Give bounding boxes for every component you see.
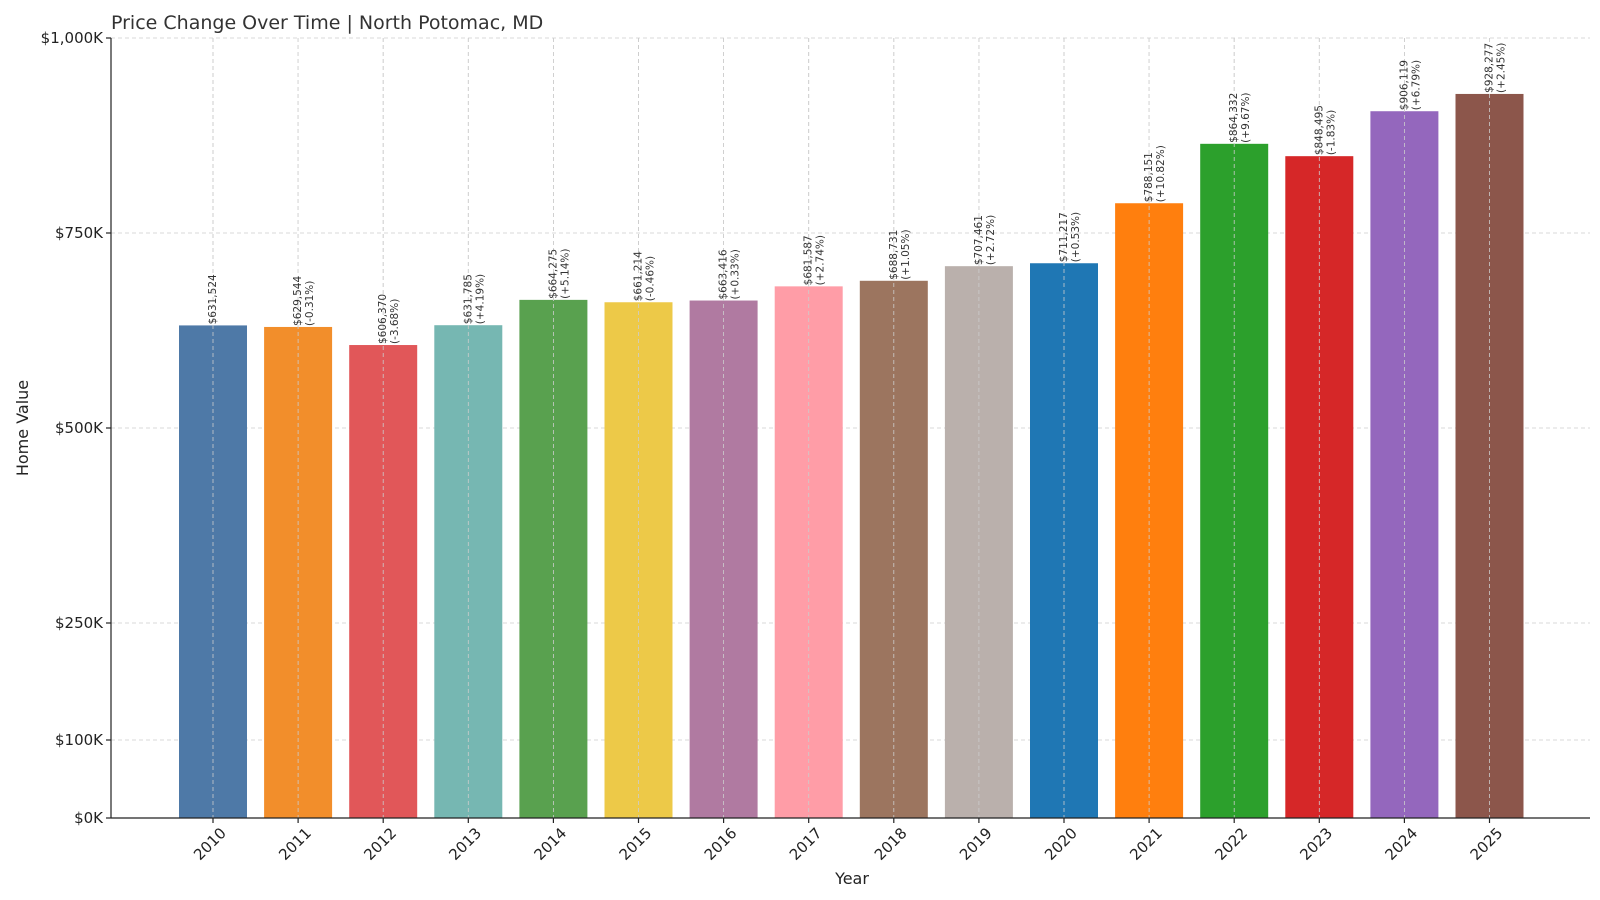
bar-change-label: (-1.83%) — [1325, 110, 1337, 155]
x-tick-label: 2024 — [1381, 824, 1421, 864]
bar-change-label: (+9.67%) — [1240, 92, 1252, 142]
x-tick-label: 2013 — [445, 824, 485, 864]
x-tick-label: 2017 — [786, 824, 826, 864]
bar-value-label: $848,495 — [1313, 105, 1325, 155]
bar-value-label: $707,461 — [973, 215, 985, 265]
bar-change-label: (+4.19%) — [474, 274, 486, 324]
x-tick-label: 2019 — [956, 824, 996, 864]
y-tick-label: $0K — [74, 809, 104, 827]
y-tick-label: $500K — [55, 419, 104, 437]
y-tick-label: $100K — [55, 731, 104, 749]
data-labels-layer: $631,524 $629,544 (-0.31%) $606,370 (-3.68%)… — [207, 43, 1508, 344]
x-tick-label: 2011 — [275, 824, 315, 864]
bar-value-label: $928,277 — [1484, 43, 1496, 93]
y-tick-label: $1,000K — [41, 29, 104, 47]
bar-change-label: (+0.33%) — [730, 249, 742, 299]
bar-change-label: (+10.82%) — [1155, 145, 1167, 202]
bar-change-label: (-0.46%) — [645, 256, 657, 301]
x-tick-label: 2014 — [530, 824, 570, 864]
x-tick-label: 2020 — [1041, 824, 1081, 864]
bar-value-label: $606,370 — [377, 294, 389, 344]
bar-change-label: (+6.79%) — [1410, 60, 1422, 110]
bar-value-label: $664,275 — [547, 249, 559, 299]
x-tick-label: 2023 — [1296, 824, 1336, 864]
x-axis-label: Year — [834, 869, 869, 888]
x-tick-label: 2016 — [701, 824, 741, 864]
x-tick-label: 2015 — [616, 824, 656, 864]
bar-value-label: $629,544 — [292, 276, 304, 326]
bar-change-label: (-3.68%) — [389, 299, 401, 344]
y-tick-label: $250K — [55, 614, 104, 632]
y-axis-label: Home Value — [13, 380, 32, 476]
bar-change-label: (-0.31%) — [304, 281, 316, 326]
bar-value-label: $688,731 — [888, 230, 900, 280]
bar-value-label: $906,119 — [1398, 60, 1410, 110]
chart-title: Price Change Over Time | North Potomac, … — [111, 12, 543, 34]
bar-change-label: (+0.53%) — [1070, 212, 1082, 262]
x-tick-label: 2010 — [190, 824, 230, 864]
bar-value-label: $631,524 — [207, 274, 219, 324]
x-tick-label: 2025 — [1467, 824, 1507, 864]
bar-change-label: (+2.72%) — [985, 215, 997, 265]
bars-layer — [179, 38, 1524, 819]
bar-value-label: $661,214 — [633, 251, 645, 301]
x-tick-label: 2018 — [871, 824, 911, 864]
x-tick-label: 2022 — [1211, 824, 1251, 864]
bar-change-label: (+2.45%) — [1496, 43, 1508, 93]
bar-value-label: $631,785 — [462, 274, 474, 324]
bar-change-label: (+5.14%) — [559, 249, 571, 299]
y-tick-label: $750K — [55, 224, 104, 242]
bar-value-label: $663,416 — [718, 249, 730, 299]
grid-layer — [111, 37, 1590, 818]
x-tick-label: 2021 — [1126, 824, 1166, 864]
bar-value-label: $681,587 — [803, 235, 815, 285]
bar-change-label: (+2.74%) — [815, 235, 827, 285]
x-tick-label: 2012 — [360, 824, 400, 864]
bar-value-label: $864,332 — [1228, 93, 1240, 143]
bar-value-label: $711,217 — [1058, 212, 1070, 262]
bar-value-label: $788,151 — [1143, 152, 1155, 202]
bar-change-label: (+1.05%) — [900, 229, 912, 279]
